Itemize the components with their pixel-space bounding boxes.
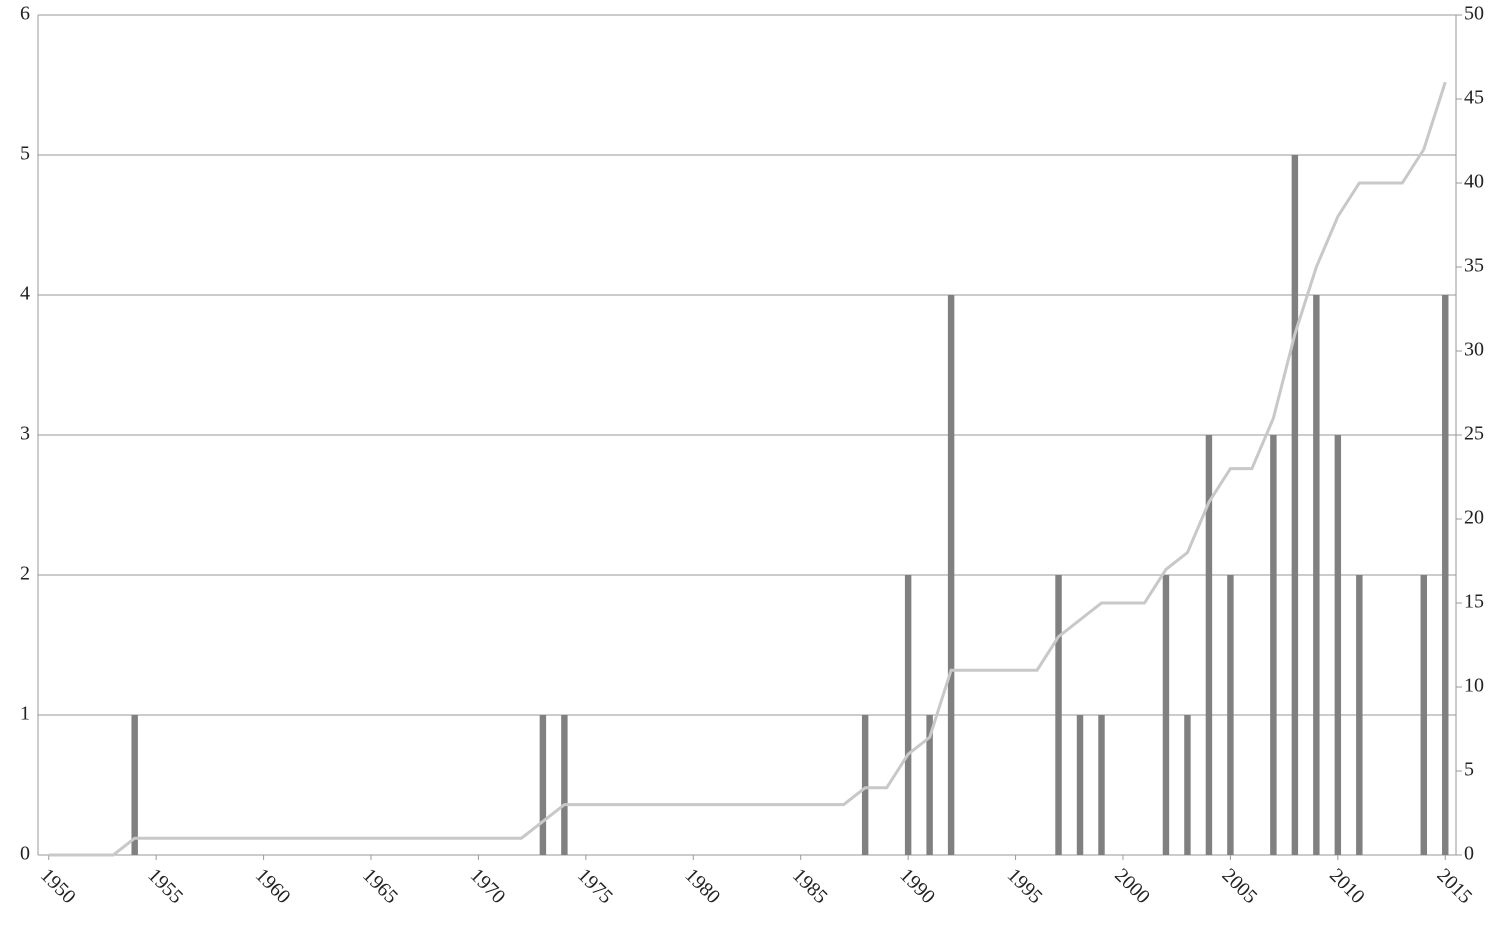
- bar: [1184, 715, 1191, 855]
- y2-tick-label: 15: [1464, 591, 1484, 613]
- bar: [1420, 575, 1427, 855]
- y2-tick-label: 40: [1464, 171, 1484, 193]
- x-tick-label: 1965: [358, 864, 402, 908]
- y2-tick-label: 10: [1464, 675, 1484, 697]
- bar: [861, 715, 869, 855]
- x-tick-label: 1995: [1003, 864, 1047, 908]
- x-tick-label: 1955: [143, 864, 187, 908]
- y2-tick-label: 0: [1464, 843, 1474, 865]
- x-tick-label: 1960: [251, 864, 295, 908]
- bar: [1356, 575, 1363, 855]
- y-tick-label: 6: [20, 3, 30, 25]
- y-tick-label: 4: [20, 283, 30, 305]
- x-tick-label: 1975: [573, 864, 617, 908]
- x-tick-label: 1970: [466, 864, 510, 908]
- y2-tick-label: 45: [1464, 87, 1484, 109]
- x-tick-label: 1980: [681, 864, 725, 908]
- bar: [1076, 715, 1084, 855]
- bar: [1098, 715, 1105, 855]
- y-tick-label: 1: [20, 703, 30, 725]
- bar: [1055, 575, 1062, 855]
- bar: [1334, 435, 1342, 855]
- x-tick-label: 2015: [1432, 864, 1476, 908]
- bar: [904, 575, 912, 855]
- y2-tick-label: 50: [1464, 3, 1484, 25]
- x-tick-label: 1950: [36, 864, 80, 908]
- bar: [1205, 435, 1213, 855]
- bar: [1291, 155, 1299, 855]
- x-tick-label: 2010: [1325, 864, 1369, 908]
- bar: [1270, 435, 1277, 855]
- y2-tick-label: 20: [1464, 507, 1484, 529]
- bar: [1162, 575, 1170, 855]
- x-tick-label: 2005: [1218, 864, 1262, 908]
- line: [48, 81, 1447, 857]
- y-tick-label: 2: [20, 563, 30, 585]
- x-tick-label: 2000: [1110, 864, 1154, 908]
- y2-tick-label: 35: [1464, 255, 1484, 277]
- y2-tick-label: 25: [1464, 423, 1484, 445]
- bar: [1313, 295, 1320, 855]
- y2-tick-label: 30: [1464, 339, 1484, 361]
- y-tick-label: 5: [20, 143, 30, 165]
- bar: [131, 715, 138, 855]
- bar: [947, 295, 955, 855]
- bar: [1442, 295, 1449, 855]
- bar: [539, 715, 547, 855]
- bar: [926, 715, 933, 855]
- x-tick-label: 1985: [788, 864, 832, 908]
- y-tick-label: 3: [20, 423, 30, 445]
- bar: [561, 715, 568, 855]
- y-tick-label: 0: [20, 843, 30, 865]
- y2-tick-label: 5: [1464, 759, 1474, 781]
- x-tick-label: 1990: [895, 864, 939, 908]
- bar: [1227, 575, 1234, 855]
